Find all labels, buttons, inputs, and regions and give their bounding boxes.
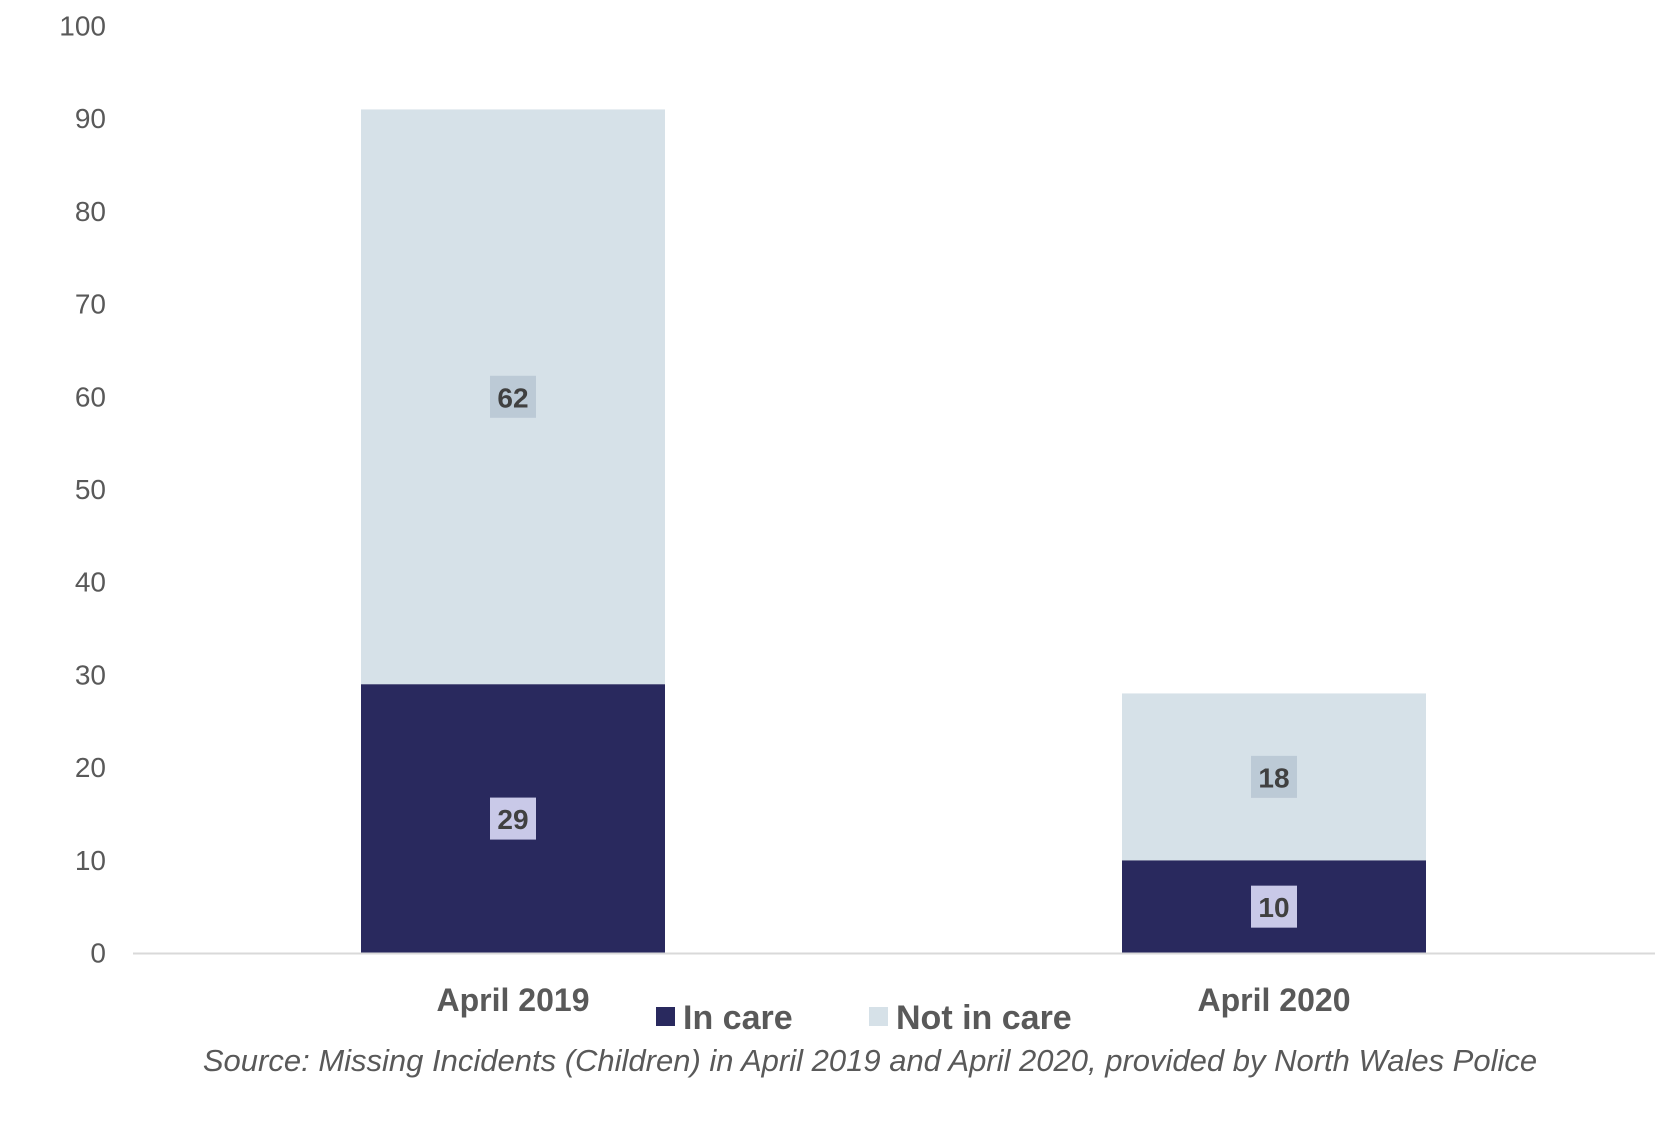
legend-label: In care xyxy=(683,999,793,1037)
legend-swatch xyxy=(656,1007,675,1026)
data-label-text: 10 xyxy=(1258,892,1289,923)
data-label: 10 xyxy=(1251,885,1297,928)
legend-item-not-in-care: Not in care xyxy=(869,999,1072,1037)
legend-label: Not in care xyxy=(896,999,1072,1037)
y-tick-label: 40 xyxy=(75,567,106,598)
y-tick-label: 100 xyxy=(59,11,106,42)
y-tick-label: 90 xyxy=(75,103,106,134)
x-axis-categories: April 2019 April 2020 xyxy=(437,982,1351,1018)
x-category-label: April 2019 xyxy=(437,982,590,1018)
y-tick-label: 60 xyxy=(75,381,106,412)
data-label: 62 xyxy=(490,375,536,418)
data-labels-group: 29 62 10 18 xyxy=(490,375,1297,928)
legend-item-in-care: In care xyxy=(656,999,793,1037)
legend: In care Not in care xyxy=(656,999,1072,1037)
source-note: Source: Missing Incidents (Children) in … xyxy=(202,1043,1538,1078)
data-label-box xyxy=(490,797,536,840)
data-label-text: 18 xyxy=(1258,762,1289,793)
x-category-label: April 2020 xyxy=(1198,982,1351,1018)
data-label-text: 29 xyxy=(497,804,528,835)
data-label-text: 62 xyxy=(497,382,528,413)
legend-swatch xyxy=(869,1007,888,1026)
y-tick-label: 30 xyxy=(75,659,106,690)
y-tick-label: 0 xyxy=(90,938,106,969)
data-label-box xyxy=(490,375,536,418)
y-axis-ticks: 0 10 20 30 40 50 60 70 80 90 100 xyxy=(59,11,106,969)
y-tick-label: 10 xyxy=(75,845,106,876)
y-tick-label: 80 xyxy=(75,196,106,227)
y-tick-label: 70 xyxy=(75,289,106,320)
data-label: 29 xyxy=(490,797,536,840)
y-tick-label: 50 xyxy=(75,474,106,505)
data-label-box xyxy=(1251,885,1297,928)
y-tick-label: 20 xyxy=(75,752,106,783)
data-label-box xyxy=(1251,755,1297,798)
data-label: 18 xyxy=(1251,755,1297,798)
